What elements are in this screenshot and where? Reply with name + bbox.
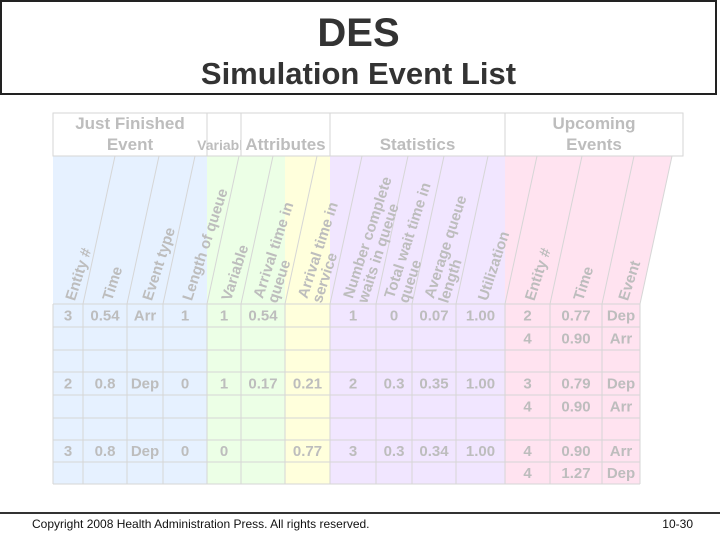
table-cell: Arr [610,443,633,460]
table-cell: 0.90 [561,399,590,416]
table-cell: Dep [131,443,159,460]
group-header-cell [504,112,684,157]
table-cell: 2 [349,376,357,393]
table-cell: 1.00 [466,376,495,393]
table-cell: 1 [220,308,228,325]
table-cell: 3 [523,376,531,393]
table-cell: 0.35 [419,376,448,393]
header-separator [504,155,538,305]
table-cell: 0.17 [248,376,277,393]
table-cell: 1 [181,308,189,325]
table-cell: 0.77 [561,308,590,325]
table-cell: 1 [220,376,228,393]
table-cell: 3 [349,443,357,460]
column-band [330,156,537,484]
table-cell: 1.27 [561,465,590,482]
header-separator [601,155,635,305]
table-cell: 0.8 [95,376,116,393]
table-cell: 0.54 [248,308,278,325]
table-cell: Arr [610,399,633,416]
table-cell: Arr [134,308,157,325]
header-separator [549,155,583,305]
table-cell: 1.00 [466,443,495,460]
table-cell: 0.54 [90,308,120,325]
table-cell: 0.3 [384,376,405,393]
table-cell: 0 [220,443,228,460]
table-cell: 1.00 [466,308,495,325]
table-cell: Arr [610,331,633,348]
table-cell: 0.3 [384,443,405,460]
table-cell: 0.77 [293,443,322,460]
table-cell: 4 [523,465,532,482]
group-header-label: Statistics [380,135,456,154]
table-cell: Dep [607,308,635,325]
table-cell: 0.79 [561,376,590,393]
table-cell: 0.07 [419,308,448,325]
table-cell: 1 [349,308,357,325]
column-band [505,156,672,484]
group-header-cell [206,112,242,157]
table-cell: 2 [523,308,531,325]
title-box: DES Simulation Event List [0,0,717,95]
header-separator [411,155,445,305]
table-cell: Dep [607,376,635,393]
footer-page-number: 10-30 [662,517,693,531]
header-separator [639,155,673,305]
page-title: DES [317,11,400,55]
table-cell: 0.90 [561,331,590,348]
header-separator [329,155,363,305]
column-band [53,156,239,484]
table-cell: 0.34 [419,443,449,460]
header-separator [375,155,409,305]
table-cell: 2 [64,376,72,393]
table-cell: 3 [64,308,72,325]
table-cell: 0 [181,443,189,460]
group-header-cell [329,112,506,157]
group-header-label: Upcoming [552,114,635,133]
group-header-label: Just Finished [75,114,185,133]
header-separator [162,155,196,305]
table-cell: 0 [181,376,189,393]
header-separator [126,155,160,305]
header-separator [240,155,274,305]
group-header-label: Events [566,135,622,154]
table-cell: 4 [523,443,532,460]
header-separator [206,155,240,305]
header-separator [82,155,116,305]
group-header-label: Event [107,135,154,154]
table-cell: 0.8 [95,443,116,460]
footer-copyright: Copyright 2008 Health Administration Pre… [32,517,370,531]
footer-divider [0,512,720,514]
header-separator [284,155,318,305]
table-cell: 3 [64,443,72,460]
group-header-label: Variable [197,137,251,153]
table-cell: Dep [607,465,635,482]
table-cell: 4 [523,399,532,416]
page-subtitle: Simulation Event List [200,56,517,91]
group-header-label: Attributes [245,135,325,154]
table-cell: 0 [390,308,398,325]
table-cell: 0.90 [561,443,590,460]
table-cell: Dep [131,376,159,393]
table-cell: 4 [523,331,532,348]
table-cell: 0.21 [293,376,322,393]
header-separator [455,155,489,305]
